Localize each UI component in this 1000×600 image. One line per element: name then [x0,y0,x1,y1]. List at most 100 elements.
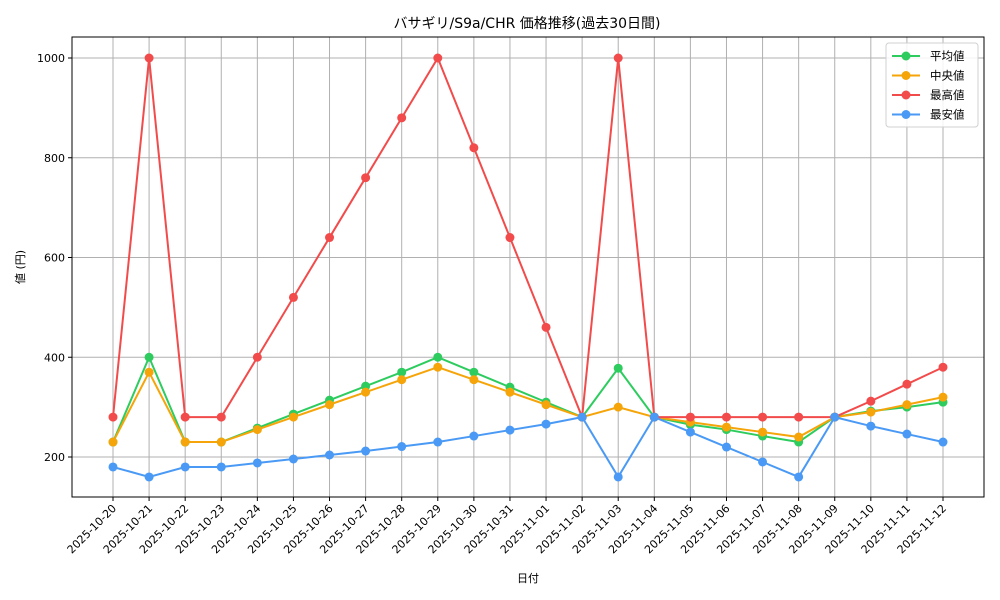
data-point [325,450,335,460]
data-point [577,412,587,422]
data-point [721,442,731,452]
data-point [541,322,551,332]
data-point [397,442,407,452]
data-point [216,462,226,472]
data-point [361,173,371,183]
data-point [144,472,154,482]
data-point [830,412,840,422]
data-point [721,422,731,432]
legend-item: 最高値 [892,88,965,102]
data-point [397,113,407,123]
data-point [397,375,407,385]
data-point [469,367,479,377]
data-point [938,437,948,447]
y-axis-ticks: 200 400 600 800 1000 [37,52,72,464]
data-point [505,425,515,435]
data-point [180,462,190,472]
data-point [144,352,154,362]
x-axis-label: 日付 [517,572,539,585]
series-line [108,412,948,482]
legend-marker-icon [901,51,911,61]
data-point [649,412,659,422]
data-point [794,432,804,442]
data-point [902,429,912,439]
legend-label: 最安値 [930,108,965,122]
data-point [505,387,515,397]
y-axis-label: 値 (円) [14,250,27,284]
chart-title: バサギリ/S9a/CHR 価格推移(過去30日間) [393,16,660,32]
data-point [144,367,154,377]
data-point [288,292,298,302]
y-tick-label: 200 [44,451,65,464]
data-point [866,396,876,406]
data-point [758,457,768,467]
data-point [325,233,335,243]
data-point [252,425,262,435]
x-axis-ticks: 2025-10-202025-10-212025-10-222025-10-23… [65,497,949,556]
legend-item: 最安値 [892,108,965,122]
data-point [758,412,768,422]
data-point [180,437,190,447]
data-point [361,387,371,397]
data-point [938,362,948,372]
series-line [108,53,948,422]
data-point [469,143,479,153]
y-tick-label: 1000 [37,52,65,65]
data-point [288,412,298,422]
legend-label: 中央値 [930,69,965,83]
data-point [216,437,226,447]
data-point [397,367,407,377]
legend-marker-icon [901,90,911,100]
data-point [902,400,912,410]
data-point [433,53,443,63]
data-point [180,412,190,422]
data-point [144,53,154,63]
data-point [938,392,948,402]
data-point [252,458,262,468]
legend-item: 中央値 [892,69,965,83]
y-tick-label: 400 [44,351,65,364]
data-point [361,446,371,456]
data-point [252,352,262,362]
data-point [108,437,118,447]
data-point [613,363,623,373]
plot-frame [71,36,985,498]
y-tick-label: 600 [44,252,65,265]
legend-marker-icon [901,71,911,80]
data-point [866,421,876,431]
data-series [108,53,948,482]
data-point [685,412,695,422]
data-point [541,419,551,429]
data-point [794,412,804,422]
legend-item: 平均値 [892,49,965,63]
data-point [288,454,298,464]
data-point [685,427,695,437]
data-point [433,352,443,362]
data-point [758,427,768,437]
legend-label: 最高値 [930,88,965,102]
data-point [433,362,443,372]
data-point [613,472,623,482]
series-line [108,352,948,447]
data-point [541,400,551,410]
data-point [216,412,226,422]
data-point [433,437,443,447]
data-point [108,462,118,472]
data-point [902,379,912,389]
legend-box [885,42,979,128]
data-point [613,402,623,412]
data-point [721,412,731,422]
data-point [469,375,479,385]
legend-label: 平均値 [930,49,965,63]
data-point [794,472,804,482]
data-point [613,53,623,63]
legend-marker-icon [901,110,911,119]
data-point [469,431,479,441]
data-point [325,400,335,410]
data-point [108,412,118,422]
data-point [505,233,515,243]
series-line [108,362,948,447]
data-point [866,407,876,417]
